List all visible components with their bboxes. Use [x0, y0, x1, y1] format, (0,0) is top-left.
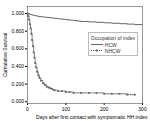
svg-text:0: 0: [26, 106, 29, 112]
svg-text:0.200: 0.200: [11, 81, 24, 87]
svg-text:0.600: 0.600: [11, 45, 24, 51]
svg-text:Days after first contact with: Days after first contact with symptomati…: [36, 114, 148, 120]
svg-text:Cumulative Survival: Cumulative Survival: [2, 33, 8, 77]
html-text:HCW: HCW: [104, 41, 117, 48]
svg-text:200: 200: [100, 106, 109, 112]
svg-text:1.000: 1.000: [11, 10, 24, 16]
svg-text:0.800: 0.800: [11, 28, 24, 34]
svg-text:100: 100: [62, 106, 71, 112]
html-text:NHCW: NHCW: [104, 47, 121, 54]
svg-text:0.400: 0.400: [11, 63, 24, 69]
html-text:Occupation of index: Occupation of index: [90, 34, 135, 41]
svg-text:300: 300: [138, 106, 147, 112]
svg-text:0.000: 0.000: [11, 98, 24, 104]
